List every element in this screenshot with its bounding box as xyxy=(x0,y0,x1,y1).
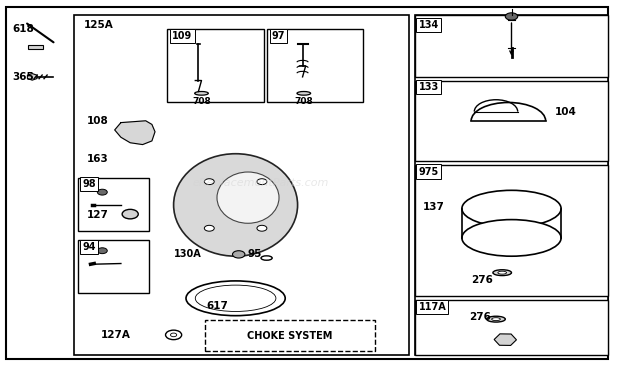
Text: 365: 365 xyxy=(12,72,34,82)
Text: 104: 104 xyxy=(555,107,577,117)
Circle shape xyxy=(122,209,138,219)
Ellipse shape xyxy=(195,285,276,311)
FancyBboxPatch shape xyxy=(78,178,149,231)
FancyBboxPatch shape xyxy=(415,165,608,296)
FancyBboxPatch shape xyxy=(28,45,43,49)
Text: 98: 98 xyxy=(82,179,96,189)
Circle shape xyxy=(97,248,107,254)
FancyBboxPatch shape xyxy=(205,320,375,351)
Circle shape xyxy=(205,225,215,231)
FancyBboxPatch shape xyxy=(78,240,149,293)
Text: 95: 95 xyxy=(248,249,262,259)
Circle shape xyxy=(205,179,215,184)
Text: 133: 133 xyxy=(418,82,439,92)
Text: 97: 97 xyxy=(272,31,285,41)
Text: 134: 134 xyxy=(418,20,439,30)
FancyBboxPatch shape xyxy=(415,300,608,355)
Circle shape xyxy=(97,189,107,195)
Text: 94: 94 xyxy=(82,242,96,251)
Text: 276: 276 xyxy=(469,312,490,322)
Text: 617: 617 xyxy=(206,300,228,311)
FancyBboxPatch shape xyxy=(167,29,264,102)
Ellipse shape xyxy=(297,92,311,95)
Ellipse shape xyxy=(498,271,507,274)
Circle shape xyxy=(257,179,267,184)
Text: 276: 276 xyxy=(471,275,493,285)
Text: 137: 137 xyxy=(423,202,445,212)
FancyBboxPatch shape xyxy=(415,15,608,77)
FancyBboxPatch shape xyxy=(415,81,608,161)
Ellipse shape xyxy=(493,270,512,276)
Text: 117A: 117A xyxy=(418,302,446,312)
FancyArrowPatch shape xyxy=(510,23,513,54)
Text: 127: 127 xyxy=(87,210,108,220)
Text: 975: 975 xyxy=(418,167,439,176)
Ellipse shape xyxy=(462,220,561,256)
Ellipse shape xyxy=(195,92,208,95)
Circle shape xyxy=(232,251,245,258)
Text: 127A: 127A xyxy=(100,330,130,340)
Text: 130A: 130A xyxy=(174,249,202,259)
FancyBboxPatch shape xyxy=(267,29,363,102)
Polygon shape xyxy=(115,121,155,145)
Ellipse shape xyxy=(487,316,505,322)
Text: 108: 108 xyxy=(87,116,108,126)
Circle shape xyxy=(170,333,177,337)
Circle shape xyxy=(257,225,267,231)
Ellipse shape xyxy=(217,172,279,223)
Text: eReplacementParts.com: eReplacementParts.com xyxy=(192,178,329,188)
FancyBboxPatch shape xyxy=(74,15,409,355)
Text: 109: 109 xyxy=(172,31,193,41)
FancyBboxPatch shape xyxy=(415,15,608,355)
Text: 708: 708 xyxy=(294,97,313,106)
Text: CHOKE SYSTEM: CHOKE SYSTEM xyxy=(247,331,333,341)
Text: 163: 163 xyxy=(87,154,108,164)
Text: 708: 708 xyxy=(192,97,211,106)
Ellipse shape xyxy=(174,154,298,256)
Circle shape xyxy=(166,330,182,340)
Text: 125A: 125A xyxy=(84,20,113,30)
Circle shape xyxy=(505,13,518,20)
Ellipse shape xyxy=(492,318,500,321)
FancyBboxPatch shape xyxy=(6,7,608,359)
Text: 618: 618 xyxy=(12,24,34,34)
